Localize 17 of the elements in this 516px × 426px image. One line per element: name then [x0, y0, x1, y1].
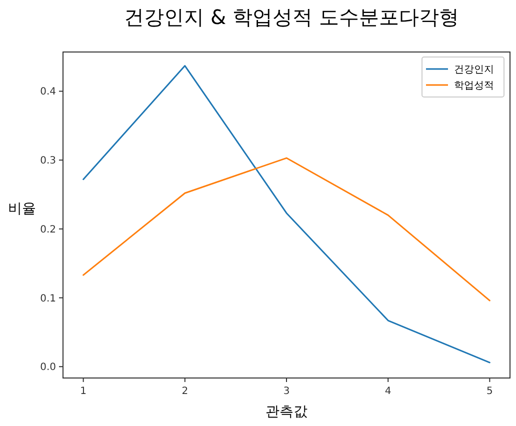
x-tick-label: 2 — [182, 386, 188, 397]
legend-label: 건강인지 — [454, 64, 494, 76]
chart-title: 건강인지 & 학업성적 도수분포다각형 — [124, 5, 459, 29]
x-tick-label: 4 — [384, 386, 392, 397]
y-tick-label: 0.4 — [40, 86, 56, 98]
x-tick-label: 5 — [486, 386, 493, 397]
y-tick-label: 0.2 — [40, 224, 56, 236]
y-tick-label: 0.1 — [40, 293, 56, 304]
x-tick-label: 1 — [80, 386, 87, 397]
y-tick-label: 0.0 — [40, 362, 56, 374]
line-series — [82, 65, 490, 364]
y-tick-label: 0.3 — [40, 156, 56, 167]
y-axis-title: 비율 — [8, 201, 36, 217]
legend-label: 학업성적 — [454, 80, 494, 92]
line-series — [82, 157, 490, 302]
x-axis-title: 관측값 — [266, 404, 308, 420]
x-tick-label: 3 — [283, 386, 290, 397]
